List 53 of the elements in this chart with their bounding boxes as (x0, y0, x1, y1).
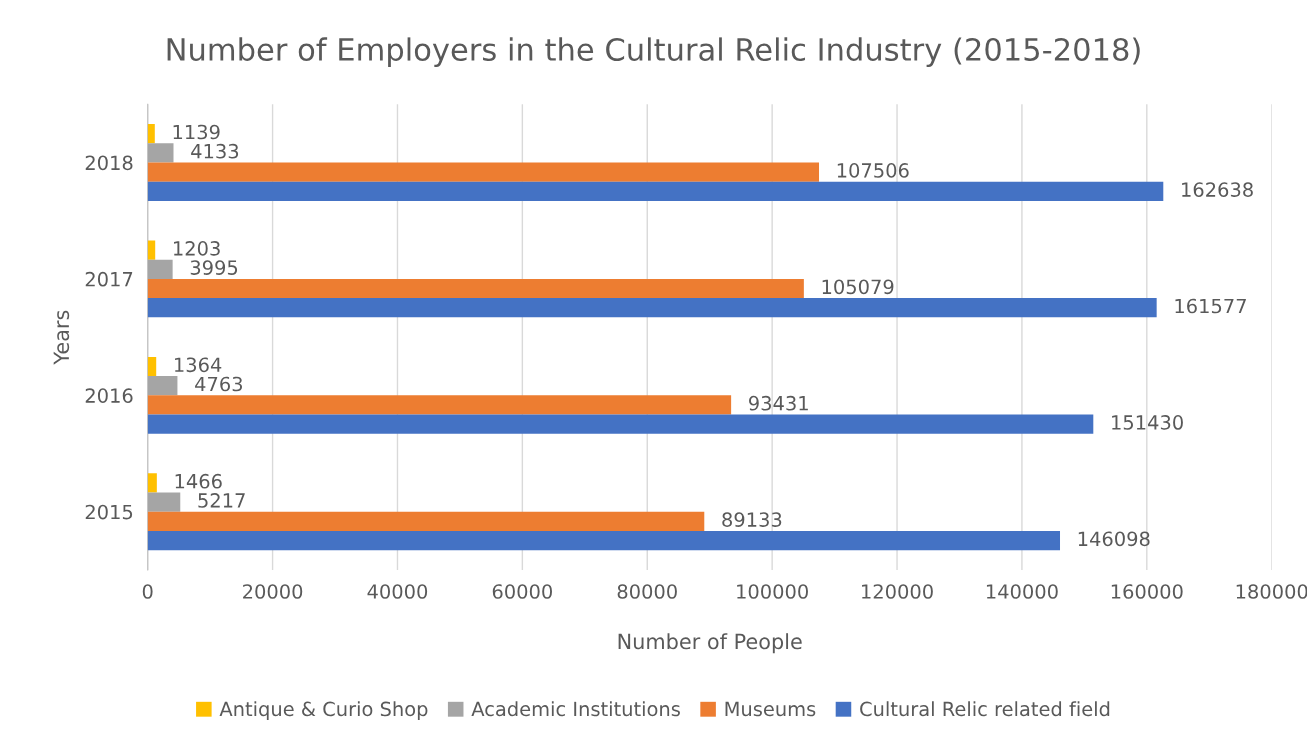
bar (147, 492, 181, 512)
bar (147, 259, 173, 279)
y-tick-label: 2017 (85, 271, 133, 287)
y-tick-label: 2018 (85, 155, 133, 171)
data-label: 1203 (174, 241, 220, 256)
bar (147, 414, 1094, 434)
x-tick-label: 60000 (492, 584, 552, 599)
y-tick-label: 2015 (85, 504, 133, 520)
bar (147, 181, 1164, 201)
chart-title: Number of Employers in the Cultural Relic Industry (2015-2018) (167, 37, 1140, 67)
bar (147, 376, 178, 396)
data-label: 1364 (175, 357, 222, 373)
x-tick-label: 180000 (1236, 584, 1307, 599)
x-tick-label: 40000 (367, 584, 428, 599)
data-label: 161577 (1175, 298, 1246, 314)
legend-label: Museums (725, 701, 816, 717)
data-label: 151430 (1112, 415, 1183, 430)
bar (147, 298, 1157, 318)
bar (147, 511, 705, 531)
data-label: 93431 (749, 395, 808, 411)
data-label: 1139 (173, 124, 220, 140)
x-tick-label: 160000 (1111, 584, 1183, 599)
data-label: 3995 (190, 260, 238, 275)
data-label: 4133 (191, 143, 239, 159)
data-label: 162638 (1182, 182, 1253, 197)
legend-label: Antique & Curio Shop (219, 701, 428, 721)
x-tick-label: 140000 (986, 584, 1058, 599)
x-axis-title: Number of People (618, 633, 802, 654)
x-tick-label: 100000 (737, 584, 808, 599)
y-tick-label: 2016 (85, 388, 133, 403)
data-label: 5217 (198, 493, 245, 508)
bar (147, 124, 155, 144)
legend-label: Cultural Relic related field (860, 701, 1110, 717)
bar (147, 530, 1061, 551)
x-tick-label: 80000 (617, 584, 677, 599)
data-label: 105079 (822, 279, 894, 295)
legend-label: Academic Institutions (471, 701, 680, 717)
x-tick-label: 20000 (243, 584, 303, 599)
bar (147, 143, 174, 163)
bar (147, 356, 157, 377)
data-label: 146098 (1078, 531, 1150, 547)
x-tick-label: 0 (142, 584, 153, 599)
bar (147, 473, 157, 493)
bar (147, 278, 804, 299)
data-label: 107506 (837, 163, 909, 178)
data-label: 1466 (175, 473, 222, 489)
bar (147, 162, 820, 182)
x-tick-label: 120000 (862, 584, 933, 599)
data-label: 4763 (195, 376, 243, 392)
bar (147, 395, 732, 415)
bar (147, 240, 156, 260)
y-axis-title: Years (53, 310, 70, 365)
data-label: 89133 (722, 512, 782, 527)
